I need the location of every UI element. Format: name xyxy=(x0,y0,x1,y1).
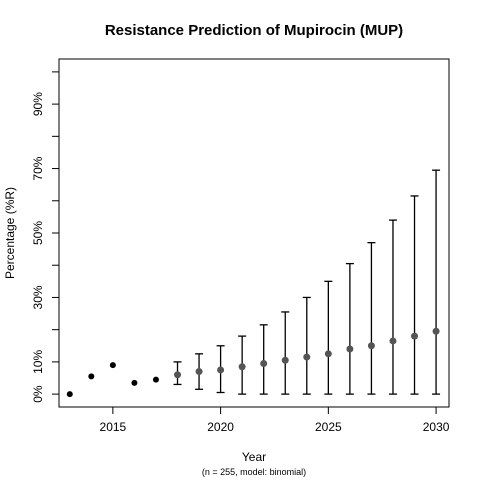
y-axis: 0% 10% 30% 50% 70% 90% xyxy=(31,71,60,403)
predicted-point xyxy=(195,368,203,376)
predicted-point xyxy=(411,332,419,340)
x-tick-label: 2030 xyxy=(423,420,450,434)
predicted-point xyxy=(303,353,311,361)
plot-frame xyxy=(58,58,450,408)
x-tick-label: 2015 xyxy=(100,420,127,434)
predicted-point xyxy=(324,350,332,358)
chart-title: Resistance Prediction of Mupirocin (MUP) xyxy=(105,22,403,39)
predicted-point xyxy=(367,342,375,350)
y-tick-label: 90% xyxy=(31,92,45,116)
predicted-point xyxy=(260,360,268,367)
x-tick-label: 2020 xyxy=(207,420,234,434)
y-axis-label: Percentage (%R) xyxy=(3,187,17,279)
predicted-point xyxy=(281,356,289,364)
x-axis: 2015 2020 2025 2030 xyxy=(100,406,450,434)
predicted-point xyxy=(389,337,397,345)
observed-point xyxy=(66,391,73,398)
data-marks xyxy=(66,169,441,398)
observed-point xyxy=(88,373,95,380)
chart-subtitle: (n = 255, model: binomial) xyxy=(202,467,306,477)
predicted-point xyxy=(217,366,225,374)
x-axis-label: Year xyxy=(242,450,266,464)
y-tick-label: 30% xyxy=(31,285,45,309)
observed-point xyxy=(131,379,138,386)
observed-point xyxy=(152,376,159,383)
y-tick-label: 50% xyxy=(31,221,45,245)
predicted-point xyxy=(174,371,182,379)
observed-point xyxy=(109,362,116,369)
predicted-point xyxy=(346,345,354,353)
predicted-point xyxy=(432,327,440,335)
x-tick-label: 2025 xyxy=(315,420,342,434)
y-tick-label: 0% xyxy=(31,385,45,403)
y-tick-label: 70% xyxy=(31,156,45,180)
y-tick-label: 10% xyxy=(31,350,45,374)
predicted-point xyxy=(238,363,246,371)
